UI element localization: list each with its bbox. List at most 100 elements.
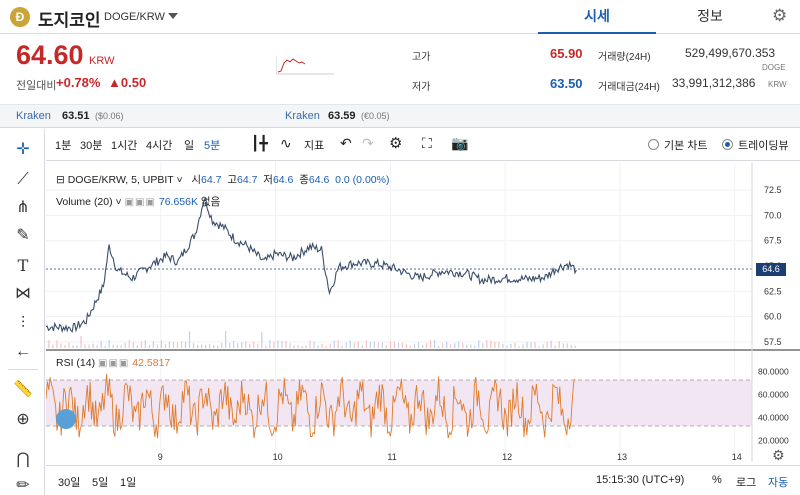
volume-bar	[116, 345, 118, 348]
volume-bar	[534, 342, 536, 348]
volume-bar	[96, 345, 98, 348]
exchange-strip: Kraken 63.51 ($0.06) Kraken 63.59 (€0.05…	[0, 104, 800, 128]
log-toggle[interactable]: 로그	[736, 477, 757, 489]
volume-bar	[510, 343, 512, 348]
indicator-button[interactable]: 지표	[304, 140, 325, 152]
volume-bar	[530, 342, 532, 348]
volume-bar	[152, 341, 154, 348]
rsi-value: 42.5817	[132, 357, 171, 369]
ruler-icon[interactable]: 📏	[13, 381, 33, 398]
volume-bar	[566, 343, 568, 348]
volume-bar	[217, 345, 219, 348]
brush-icon[interactable]: ✎	[16, 227, 30, 244]
volume-bar	[490, 340, 492, 348]
volume-bar	[76, 345, 78, 348]
volume-bar	[554, 345, 556, 348]
magnet-icon[interactable]: ⋂	[16, 451, 30, 468]
radio-tradingview[interactable]	[722, 139, 733, 150]
volume-bar	[538, 345, 540, 348]
volume-bar	[454, 343, 456, 348]
current-price-tag: 64.6	[756, 263, 786, 276]
gear-icon[interactable]: ⚙	[772, 6, 788, 25]
settings-icon[interactable]: ⚙	[389, 135, 403, 152]
volume-legend: Volume (20) ˅ ▣▣▣ 76.656K 없음	[56, 196, 221, 208]
candles-icon[interactable]: ┃╋	[251, 135, 268, 151]
percent-toggle[interactable]: %	[712, 474, 722, 486]
legend-symbol[interactable]: DOGE/KRW, 5, UPBIT	[67, 174, 174, 186]
fullscreen-icon[interactable]: ⛶	[422, 135, 432, 151]
camera-icon[interactable]: 📷	[451, 135, 469, 151]
volume-bar	[136, 345, 138, 348]
amount-24h-value: 33,991,312,386	[672, 76, 756, 90]
interval-5m[interactable]: 5분	[204, 140, 221, 152]
range-5d[interactable]: 5일	[92, 477, 109, 489]
volume-bar	[498, 341, 500, 348]
change-value: 0.0 (0.00%)	[335, 174, 390, 186]
header: Ð 도지코인 DOGE/KRW 시세 정보 ⚙	[0, 0, 800, 34]
measure-tool-icon[interactable]: ⫶	[20, 315, 25, 332]
volume-bar	[393, 341, 396, 348]
volume-bar	[373, 341, 375, 348]
volume-bar	[341, 345, 343, 348]
volume-bar	[60, 343, 62, 348]
volume-bar	[381, 342, 383, 348]
volume-bar	[397, 342, 400, 348]
interval-1h[interactable]: 1시간	[111, 140, 138, 152]
chevron-down-icon[interactable]: ˅	[176, 174, 183, 186]
interval-1m[interactable]: 1분	[55, 140, 72, 152]
zoom-in-icon[interactable]: ⊕	[16, 411, 30, 428]
collapse-icon[interactable]: ⊟	[56, 174, 68, 186]
volume-bar	[176, 342, 179, 348]
volume-bar	[277, 340, 279, 348]
trendline-icon[interactable]: ⟋	[17, 171, 29, 188]
interval-1d[interactable]: 일	[184, 140, 195, 152]
volume-bar	[353, 342, 355, 348]
auto-toggle[interactable]: 자동	[768, 477, 789, 489]
volume-bar	[196, 345, 199, 348]
price-chart[interactable]: 72.570.067.565.062.560.057.5 80.000060.0…	[46, 162, 800, 462]
interval-4h[interactable]: 4시간	[146, 140, 173, 152]
indicator-controls-icon[interactable]: ▣▣▣	[124, 197, 156, 208]
crosshair-icon[interactable]: ✛	[16, 141, 30, 158]
pencil-icon[interactable]: ✏	[16, 477, 30, 494]
exchange-name: Kraken	[285, 110, 320, 122]
indicator-icon[interactable]: ∿	[280, 135, 292, 151]
gear-icon[interactable]: ⚙	[772, 447, 785, 463]
rsi-label[interactable]: RSI (14)	[56, 357, 96, 369]
volume-bar	[357, 341, 359, 348]
volume-bar	[385, 345, 387, 348]
fib-icon[interactable]: ⋔	[16, 199, 30, 216]
volume-bar	[405, 344, 408, 348]
price-unit: KRW	[89, 55, 115, 67]
volume-bar	[502, 343, 504, 348]
chart-legend: ⊟ DOGE/KRW, 5, UPBIT ˅ 시64.7 고64.7 저64.6…	[56, 172, 389, 187]
volume-bar	[188, 331, 191, 348]
exchange-change: ($0.06)	[95, 111, 124, 121]
arrow-left-icon[interactable]: ←	[15, 343, 31, 360]
change-label: 전일대비	[16, 80, 57, 92]
coin-name: 도지코인	[38, 11, 101, 30]
volume-bar	[112, 344, 114, 348]
chevron-down-icon[interactable]	[168, 13, 178, 19]
volume-bar	[365, 340, 367, 348]
rsi-axis-label: 60.0000	[758, 390, 789, 400]
volume-bar	[249, 343, 251, 348]
amount-unit: KRW	[768, 80, 787, 89]
text-icon[interactable]: T	[17, 256, 29, 275]
range-30d[interactable]: 30일	[58, 477, 81, 489]
interval-30m[interactable]: 30분	[80, 140, 103, 152]
volume-bar	[417, 342, 420, 348]
volume-label[interactable]: Volume (20)	[56, 196, 113, 208]
volume-bar	[349, 340, 351, 348]
indicator-controls-icon[interactable]: ▣▣▣	[98, 358, 130, 369]
undo-icon[interactable]: ↶	[340, 135, 352, 151]
radio-basic-chart[interactable]	[648, 139, 659, 150]
range-1d[interactable]: 1일	[120, 477, 137, 489]
tab-quote[interactable]: 시세	[538, 0, 656, 34]
pattern-icon[interactable]: ⋈	[15, 285, 31, 302]
volume-bar	[438, 345, 440, 348]
amount-24h-label: 거래대금(24H)	[598, 82, 660, 93]
redo-icon[interactable]: ↷	[362, 135, 374, 151]
tab-info[interactable]: 정보	[697, 8, 723, 24]
high-label: 고가	[412, 52, 431, 63]
